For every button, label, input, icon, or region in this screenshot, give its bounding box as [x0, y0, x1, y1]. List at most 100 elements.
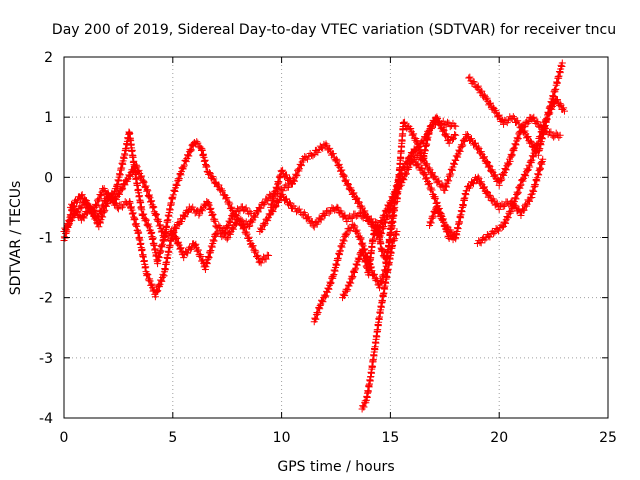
data-point [187, 147, 195, 155]
data-point [526, 163, 534, 171]
data-point [204, 200, 212, 208]
data-point [283, 195, 291, 203]
data-point [114, 205, 122, 213]
data-point [556, 131, 564, 139]
data-point [451, 160, 459, 168]
data-point [547, 104, 555, 112]
data-point [323, 288, 331, 296]
data-point [207, 204, 215, 212]
data-point [257, 204, 265, 212]
data-point [512, 140, 520, 148]
data-point [102, 202, 110, 210]
data-point [335, 162, 343, 170]
data-point [139, 179, 147, 187]
data-point [477, 149, 485, 157]
data-point [152, 211, 160, 219]
data-point [483, 188, 491, 196]
data-point [90, 206, 98, 214]
data-point [283, 171, 291, 179]
data-point [490, 230, 498, 238]
data-point [435, 177, 443, 185]
data-point [249, 242, 257, 250]
data-point [474, 143, 482, 151]
data-point [482, 96, 490, 104]
data-point [97, 192, 105, 200]
data-point [452, 122, 460, 130]
data-point [516, 181, 524, 189]
data-point [514, 188, 522, 196]
data-point [145, 223, 153, 231]
data-point [269, 208, 277, 216]
x-tick-label: 20 [490, 430, 508, 446]
data-point [414, 140, 422, 148]
data-point [297, 162, 305, 170]
data-point [92, 214, 100, 222]
data-point [393, 227, 401, 235]
series-track-2 [60, 128, 255, 268]
data-point [512, 195, 520, 203]
data-point [514, 135, 522, 143]
data-point [117, 184, 125, 192]
data-point [356, 209, 364, 217]
data-point [538, 129, 546, 137]
data-point [502, 166, 510, 174]
data-point [154, 217, 162, 225]
data-point [353, 260, 361, 268]
data-point [518, 122, 526, 130]
data-point [148, 197, 156, 205]
data-point [442, 132, 450, 140]
data-point [260, 201, 268, 209]
data-point [483, 158, 491, 166]
data-point [257, 259, 265, 267]
data-point [518, 176, 526, 184]
data-point [176, 244, 184, 252]
data-point [340, 171, 348, 179]
data-point [539, 155, 547, 163]
data-point [362, 213, 370, 221]
data-point [532, 147, 540, 155]
data-point [78, 191, 86, 199]
data-point [486, 192, 494, 200]
data-point [502, 219, 510, 227]
data-point [91, 215, 99, 223]
data-point [144, 271, 152, 279]
data-point [335, 160, 343, 168]
data-point [101, 206, 109, 214]
y-tick-label: -3 [39, 351, 53, 367]
data-point [286, 199, 294, 207]
data-point [470, 78, 478, 86]
data-point [495, 181, 503, 189]
data-point [143, 272, 151, 280]
data-point [427, 219, 435, 227]
data-point [147, 198, 155, 206]
data-point [153, 288, 161, 296]
data-point [497, 176, 505, 184]
data-point [169, 191, 177, 199]
data-point [422, 175, 430, 183]
data-point [206, 205, 214, 213]
data-point [491, 171, 499, 179]
data-point [382, 206, 390, 214]
data-point [185, 152, 193, 160]
data-point [171, 187, 179, 195]
chart-title: Day 200 of 2019, Sidereal Day-to-day VTE… [52, 22, 616, 38]
data-point [290, 177, 298, 185]
data-point [439, 127, 447, 135]
data-point [546, 109, 554, 117]
data-point [360, 403, 368, 411]
data-point [292, 172, 300, 180]
data-point [440, 126, 448, 134]
data-point [521, 171, 529, 179]
data-point [157, 228, 165, 236]
data-point [527, 137, 535, 145]
data-point [484, 163, 492, 171]
data-point [309, 152, 317, 160]
data-point [498, 116, 506, 124]
data-point [308, 217, 316, 225]
data-point [441, 186, 449, 194]
data-point [175, 175, 183, 183]
data-point [205, 169, 213, 177]
data-point [175, 176, 183, 184]
data-point [454, 153, 462, 161]
data-point [407, 124, 415, 132]
